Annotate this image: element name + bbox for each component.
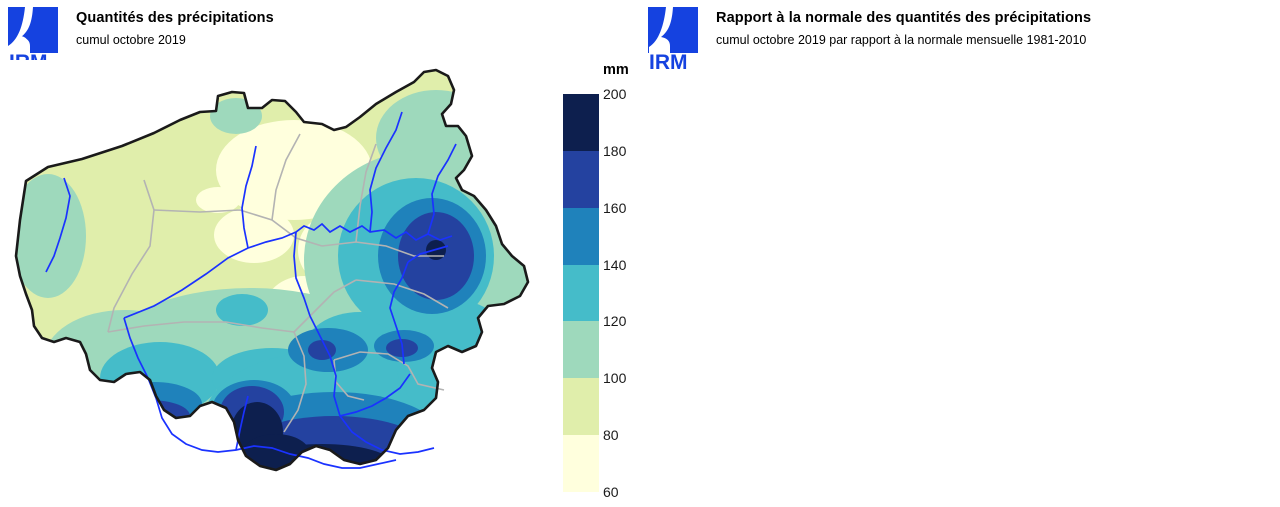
colorbar-tick: 140 <box>603 256 627 273</box>
page-title: Rapport à la normale des quantités des p… <box>716 10 1092 26</box>
irm-logo-icon: IRM <box>646 6 704 70</box>
colorbar-band <box>563 435 599 492</box>
colorbar-tick: 120 <box>603 313 627 330</box>
colorbar-tick: 60 <box>603 484 619 500</box>
panel-precipitation-amount: IRM Quantités des précipitations cumul o… <box>4 7 637 503</box>
panel-titles-right: Rapport à la normale des quantités des p… <box>716 9 1091 48</box>
colorbar-precipitation-amount: mm 200 180 160 140 120 100 80 60 <box>555 58 637 503</box>
page-title: Quantités des précipitations <box>76 10 274 26</box>
colorbar-tick: 80 <box>603 427 619 444</box>
svg-text:IRM: IRM <box>649 51 688 70</box>
colorbar-tick: 200 <box>603 86 627 102</box>
colorbar-unit-label: mm <box>603 62 629 78</box>
colorbar-tick: 180 <box>603 142 627 159</box>
colorbar-tick: 160 <box>603 199 627 216</box>
colorbar-band <box>563 264 599 322</box>
colorbar-band <box>563 378 599 436</box>
map-fill-layer <box>4 60 552 500</box>
colorbar-band <box>563 321 599 379</box>
colorbar-tick: 100 <box>603 370 627 387</box>
colorbar-band <box>563 94 599 151</box>
colorbar-strip <box>563 94 599 492</box>
province-borders <box>107 133 449 433</box>
panel-titles-left: Quantités des précipitations cumul octob… <box>76 9 274 48</box>
page-subtitle: cumul octobre 2019 <box>76 33 186 47</box>
panel-precipitation-ratio: IRM Rapport à la normale des quantités d… <box>640 0 1280 507</box>
map-precipitation-amount <box>4 60 552 500</box>
page-subtitle: cumul octobre 2019 par rapport à la norm… <box>716 33 1087 47</box>
colorbar-band <box>563 150 599 208</box>
colorbar-band <box>563 207 599 265</box>
colorbar-tick-labels: 200 180 160 140 120 100 80 60 <box>603 87 643 499</box>
country-border <box>14 68 530 472</box>
